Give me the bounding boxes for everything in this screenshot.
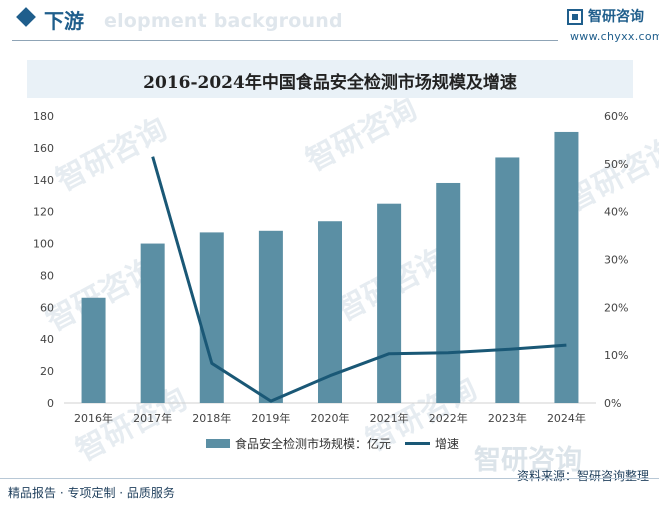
y-left-tick-label: 100: [33, 238, 54, 251]
bar: [554, 131, 579, 403]
y-right-tick-label: 60%: [604, 110, 628, 123]
brand-name: 智研咨询: [588, 9, 644, 25]
bar: [140, 243, 165, 403]
bar: [258, 230, 283, 403]
x-tick-label: 2023年: [488, 411, 527, 425]
header-divider: [12, 40, 558, 41]
footer-slogan: 精品报告 · 专项定制 · 品质服务: [8, 486, 175, 500]
bar: [81, 297, 106, 403]
y-right-axis: 0% 10% 20% 30% 40% 50% 60%: [604, 110, 628, 410]
y-left-tick-label: 0: [47, 397, 54, 410]
x-tick-label: 2020年: [311, 411, 350, 425]
y-right-tick-label: 40%: [604, 206, 628, 219]
footer-watermark: 智研咨询: [474, 445, 582, 476]
x-axis: 2016年 2017年 2018年 2019年 2020年 2021年 2022年 2023年…: [74, 411, 586, 425]
x-tick-label: 2021年: [370, 411, 409, 425]
y-left-tick-label: 120: [33, 206, 54, 219]
bar: [377, 203, 402, 403]
y-left-tick-label: 80: [40, 269, 54, 282]
x-tick-label: 2024年: [547, 411, 586, 425]
brand-url: www.chyxx.com: [570, 30, 659, 43]
y-left-tick-label: 40: [40, 333, 54, 346]
x-tick-label: 2016年: [74, 411, 113, 425]
x-tick-label: 2018年: [192, 411, 231, 425]
y-left-tick-label: 60: [40, 301, 54, 314]
y-left-tick-label: 140: [33, 174, 54, 187]
x-tick-label: 2017年: [133, 411, 172, 425]
header-watermark: elopment background: [104, 10, 343, 32]
y-left-tick-label: 20: [40, 365, 54, 378]
page-header: 下游 elopment background 智研咨询 www.chyxx.co…: [0, 0, 659, 46]
y-left-tick-label: 160: [33, 142, 54, 155]
y-right-tick-label: 50%: [604, 158, 628, 171]
legend-bar-swatch: [206, 439, 230, 448]
y-right-tick-label: 30%: [604, 254, 628, 267]
bar: [495, 157, 520, 403]
growth-rate-line: [151, 156, 567, 403]
chart-legend: 食品安全检测市场规模：亿元 增速: [206, 436, 459, 451]
chart-title: 2016-2024年中国食品安全检测市场规模及增速: [143, 73, 517, 93]
y-left-tick-label: 180: [33, 110, 54, 123]
chart-title-bar: 2016-2024年中国食品安全检测市场规模及增速: [27, 60, 633, 98]
footer-divider: [0, 478, 659, 479]
y-left-axis: 0 20 40 60 80 100 120 140 160 180: [33, 110, 54, 410]
y-right-tick-label: 10%: [604, 349, 628, 362]
brand-logo-icon: [567, 9, 583, 25]
bar: [199, 232, 224, 403]
x-tick-label: 2019年: [251, 411, 290, 425]
x-tick-label: 2022年: [429, 411, 468, 425]
legend-line-label: 增速: [435, 437, 459, 451]
y-right-tick-label: 20%: [604, 301, 628, 314]
legend-bar-label: 食品安全检测市场规模：亿元: [235, 436, 391, 451]
section-label: 下游: [44, 9, 84, 33]
y-right-tick-label: 0%: [604, 397, 621, 410]
source-note: 资料来源：智研咨询整理: [516, 469, 649, 483]
bar: [436, 182, 461, 403]
